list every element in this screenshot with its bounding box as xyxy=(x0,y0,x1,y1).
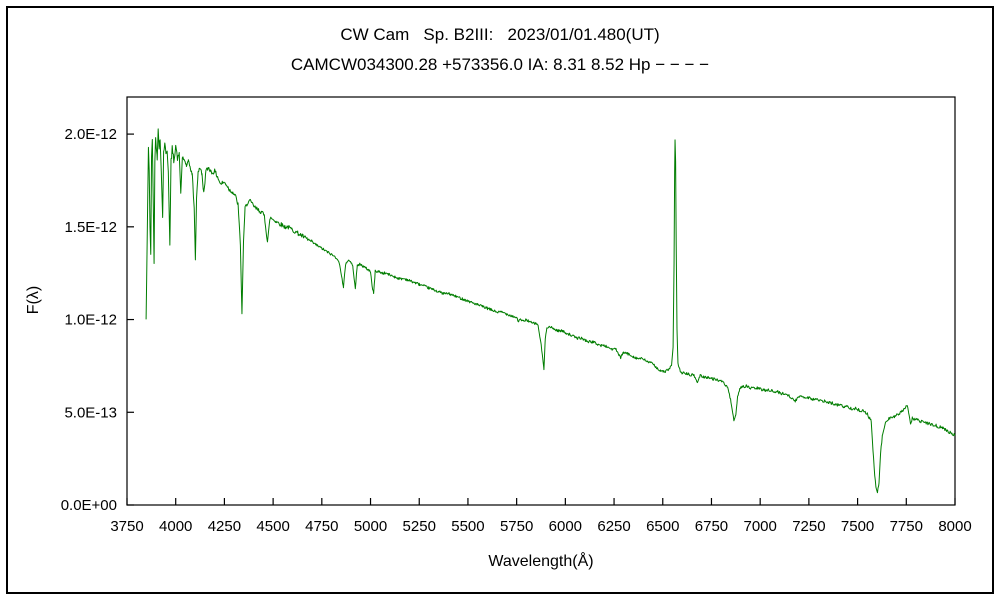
x-tick-label: 7000 xyxy=(743,518,776,535)
y-tick-label: 1.5E-12 xyxy=(64,219,117,236)
x-tick-label: 5000 xyxy=(354,518,387,535)
figure-border xyxy=(6,6,994,594)
x-tick-label: 4500 xyxy=(256,518,289,535)
chart-subtitle: CAMCW034300.28 +573356.0 IA: 8.31 8.52 H… xyxy=(291,55,709,74)
x-tick-label: 7500 xyxy=(841,518,874,535)
y-tick-label: 5.0E-13 xyxy=(64,404,117,421)
y-tick-label: 1.0E-12 xyxy=(64,312,117,329)
axes: 3750 4000 4250 4500 4750 5000 5250 5500 5750 6000… xyxy=(61,96,972,535)
x-tick-label: 8000 xyxy=(938,518,971,535)
x-tick-label: 7250 xyxy=(792,518,825,535)
y-tick-label: 0.0E+00 xyxy=(61,497,117,514)
x-tick-label: 4750 xyxy=(305,518,338,535)
x-tick-label: 6250 xyxy=(597,518,630,535)
x-tick-label: 5250 xyxy=(403,518,436,535)
plot-box xyxy=(126,96,956,506)
x-tick-label: 5500 xyxy=(451,518,484,535)
spectrum-polyline xyxy=(145,128,956,494)
x-tick-label: 7750 xyxy=(890,518,923,535)
x-tick-label: 5750 xyxy=(500,518,533,535)
x-tick-label: 6750 xyxy=(695,518,728,535)
x-tick-label: 4000 xyxy=(159,518,192,535)
x-tick-label: 4250 xyxy=(208,518,241,535)
x-tick-label: 6500 xyxy=(646,518,679,535)
chart-title: CW Cam Sp. B2III: 2023/01/01.480(UT) xyxy=(340,25,659,44)
x-tick-label: 3750 xyxy=(110,518,143,535)
spectrum-line xyxy=(145,128,956,494)
x-tick-label: 6000 xyxy=(549,518,582,535)
y-tick-label: 2.0E-12 xyxy=(64,126,117,143)
x-axis-label: Wavelength(Å) xyxy=(488,551,593,570)
y-axis-label: F(λ) xyxy=(25,286,42,314)
